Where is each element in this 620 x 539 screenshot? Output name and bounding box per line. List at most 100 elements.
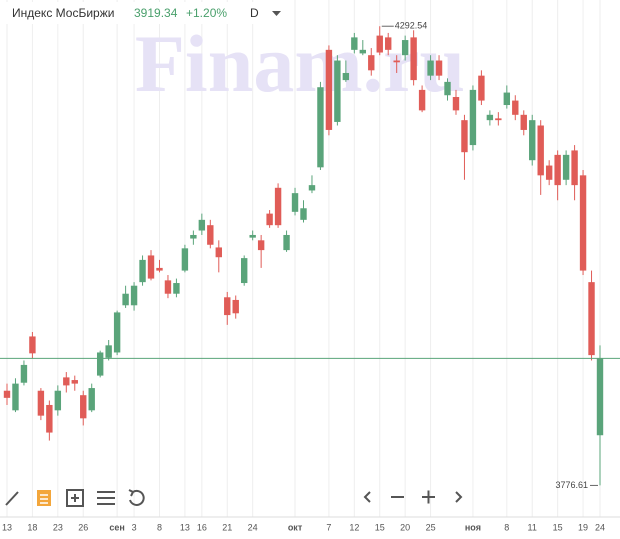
candle-body bbox=[147, 255, 155, 279]
candle-body bbox=[71, 380, 78, 384]
candle-body bbox=[444, 81, 451, 96]
high-label: 4292.54 bbox=[395, 21, 428, 31]
scroll-right[interactable] bbox=[455, 491, 463, 503]
candle-body bbox=[520, 114, 527, 130]
candle-body bbox=[198, 219, 206, 231]
candle-body bbox=[88, 388, 95, 411]
x-tick-label: 26 bbox=[78, 522, 88, 532]
candle-body bbox=[368, 55, 375, 71]
candle-body bbox=[224, 297, 231, 316]
candle-body bbox=[130, 285, 138, 306]
interval-dropdown[interactable] bbox=[272, 11, 281, 16]
toolbar bbox=[5, 489, 463, 507]
candle-body bbox=[80, 395, 87, 419]
candle-body bbox=[529, 120, 536, 161]
candle-body bbox=[401, 40, 409, 56]
candle-body bbox=[156, 267, 163, 271]
candle-body bbox=[478, 75, 485, 101]
x-tick-label: 23 bbox=[53, 522, 63, 532]
candle-body bbox=[96, 352, 104, 376]
candle-body bbox=[376, 35, 383, 53]
candle-body bbox=[46, 404, 53, 433]
candle-body bbox=[241, 258, 248, 284]
candle-body bbox=[215, 247, 222, 258]
candle-body bbox=[308, 185, 316, 191]
x-tick-label: 8 bbox=[157, 522, 162, 532]
candle-body bbox=[579, 175, 587, 271]
zoom-in[interactable] bbox=[422, 490, 435, 504]
candles: 4292.54 3776.61 bbox=[0, 21, 620, 490]
x-tick-label: 24 bbox=[595, 522, 605, 532]
candle-body bbox=[63, 377, 70, 386]
candle-body bbox=[469, 89, 477, 146]
candle-body bbox=[190, 234, 197, 239]
candle-body bbox=[266, 213, 273, 226]
x-tick-label: 16 bbox=[197, 522, 207, 532]
candle-body bbox=[317, 87, 324, 168]
candle-body bbox=[571, 150, 578, 186]
x-tick-label: окт bbox=[288, 522, 303, 532]
candle-body bbox=[181, 248, 189, 271]
candle-body bbox=[334, 60, 341, 122]
x-tick-label: 15 bbox=[553, 522, 563, 532]
candle-body bbox=[410, 37, 417, 81]
x-tick-label: 19 bbox=[578, 522, 588, 532]
candle-body bbox=[291, 193, 299, 212]
candle-body bbox=[207, 225, 214, 245]
candle-body bbox=[351, 37, 358, 50]
x-axis: 13 18 23 26 сен 3 8 13 16 21 24 окт 7 12 15 20 25 ноя 8 11 1… bbox=[2, 522, 605, 532]
x-tick-label: 18 bbox=[27, 522, 37, 532]
candle-body bbox=[452, 97, 460, 111]
candle-body bbox=[435, 60, 443, 76]
x-tick-label: 12 bbox=[349, 522, 359, 532]
x-tick-label: 13 bbox=[180, 522, 190, 532]
candle-body bbox=[545, 165, 553, 180]
candle-body bbox=[300, 208, 307, 220]
candle-body bbox=[113, 312, 121, 353]
watermark: Finam.ru bbox=[135, 18, 465, 109]
x-tick-label: 15 bbox=[375, 522, 385, 532]
candle-body bbox=[164, 280, 172, 294]
candle-body bbox=[12, 383, 19, 411]
x-tick-label: 21 bbox=[222, 522, 232, 532]
candle-body bbox=[588, 282, 595, 356]
candle-body bbox=[3, 390, 11, 398]
x-tick-label: 3 bbox=[132, 522, 137, 532]
notes-icon[interactable] bbox=[37, 490, 51, 506]
add-indicator-icon[interactable] bbox=[66, 489, 84, 507]
candle-body bbox=[554, 154, 561, 186]
x-tick-label: 11 bbox=[528, 522, 537, 532]
scroll-left[interactable] bbox=[363, 491, 371, 503]
candle-body bbox=[486, 114, 494, 121]
x-tick-label: 7 bbox=[326, 522, 331, 532]
last-price: 3919.34 bbox=[134, 6, 178, 20]
undo-icon[interactable] bbox=[128, 489, 145, 506]
candle-body bbox=[249, 234, 256, 238]
instrument-title: Индекс МосБиржи bbox=[12, 6, 114, 20]
pencil-icon[interactable] bbox=[5, 491, 19, 506]
candle-body bbox=[537, 125, 544, 176]
candle-body bbox=[393, 60, 400, 63]
x-tick-label: 24 bbox=[248, 522, 258, 532]
candle-body bbox=[342, 72, 350, 81]
candle-body bbox=[274, 187, 282, 226]
candle-body bbox=[359, 49, 366, 54]
candle-body bbox=[418, 89, 426, 111]
x-tick-label: 13 bbox=[2, 522, 12, 532]
x-tick-label: ноя bbox=[465, 522, 481, 532]
settings-icon[interactable] bbox=[97, 491, 115, 505]
candle-body bbox=[20, 364, 28, 383]
candle-body bbox=[427, 60, 434, 76]
candle-body bbox=[461, 120, 468, 153]
candle-body bbox=[495, 118, 502, 121]
candle-body bbox=[232, 299, 239, 314]
interval[interactable]: D bbox=[250, 6, 259, 20]
x-tick-label: сен bbox=[109, 522, 124, 532]
candle-body bbox=[29, 336, 36, 354]
candle-body bbox=[512, 100, 519, 115]
candle-body bbox=[105, 345, 112, 358]
x-tick-label: 8 bbox=[504, 522, 509, 532]
candle-body bbox=[37, 390, 45, 416]
